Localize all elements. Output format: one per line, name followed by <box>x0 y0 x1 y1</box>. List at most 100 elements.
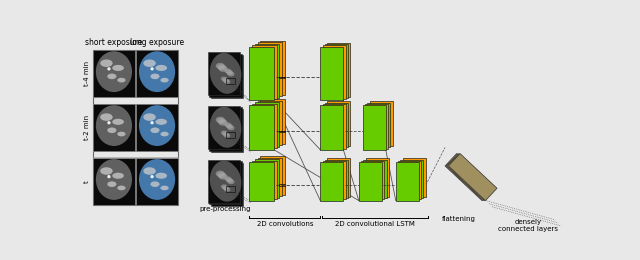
Text: short exposure: short exposure <box>85 38 143 47</box>
Ellipse shape <box>226 124 233 129</box>
Ellipse shape <box>96 159 132 200</box>
Bar <box>136 103 178 151</box>
Bar <box>257 42 282 96</box>
Ellipse shape <box>217 64 226 70</box>
Text: 2D convolutions: 2D convolutions <box>257 221 313 227</box>
Ellipse shape <box>221 76 227 81</box>
Text: densely
connected layers: densely connected layers <box>498 219 558 232</box>
Bar <box>136 104 178 151</box>
Bar <box>93 103 135 151</box>
Ellipse shape <box>216 63 225 69</box>
Bar <box>364 160 387 198</box>
Ellipse shape <box>143 113 156 121</box>
Bar <box>209 54 242 97</box>
Text: t-2 min: t-2 min <box>84 115 90 140</box>
Bar <box>250 47 274 101</box>
Bar <box>211 55 243 98</box>
Ellipse shape <box>143 167 156 175</box>
Ellipse shape <box>161 132 169 136</box>
Ellipse shape <box>211 162 240 200</box>
Bar <box>252 45 276 99</box>
Text: 2D convolutional LSTM: 2D convolutional LSTM <box>335 221 415 227</box>
Bar <box>359 162 382 201</box>
Ellipse shape <box>213 164 241 202</box>
Bar <box>367 103 390 147</box>
Bar <box>93 50 178 205</box>
Polygon shape <box>449 154 497 201</box>
Bar <box>323 161 346 199</box>
Ellipse shape <box>225 122 232 127</box>
Text: long exposure: long exposure <box>130 38 184 47</box>
Bar <box>227 78 235 84</box>
Ellipse shape <box>211 54 240 92</box>
Bar <box>260 99 285 144</box>
Bar <box>398 161 421 199</box>
Ellipse shape <box>210 53 238 91</box>
Bar <box>320 47 344 101</box>
Bar <box>227 132 235 138</box>
Ellipse shape <box>224 187 230 192</box>
Ellipse shape <box>213 110 241 148</box>
Bar <box>211 163 243 206</box>
Polygon shape <box>445 154 493 201</box>
Ellipse shape <box>219 120 228 126</box>
Ellipse shape <box>156 173 167 179</box>
Ellipse shape <box>226 70 233 75</box>
Text: flattening: flattening <box>442 216 476 222</box>
Ellipse shape <box>150 74 159 79</box>
Bar <box>257 158 282 196</box>
Bar <box>361 161 384 199</box>
Ellipse shape <box>227 179 235 184</box>
Bar <box>93 158 135 205</box>
Ellipse shape <box>100 167 113 175</box>
Ellipse shape <box>224 134 230 138</box>
Ellipse shape <box>96 105 132 146</box>
Ellipse shape <box>108 175 111 178</box>
Ellipse shape <box>143 60 156 67</box>
Bar <box>209 107 242 151</box>
Ellipse shape <box>210 161 238 199</box>
Polygon shape <box>446 154 495 201</box>
Bar <box>401 160 424 198</box>
Text: t: t <box>84 180 90 183</box>
Ellipse shape <box>226 178 233 183</box>
Ellipse shape <box>161 78 169 82</box>
Ellipse shape <box>211 108 240 146</box>
Text: t-4 min: t-4 min <box>84 61 90 86</box>
Bar <box>250 162 274 201</box>
Bar <box>136 158 178 205</box>
Bar <box>136 158 178 205</box>
Bar <box>257 101 282 145</box>
Ellipse shape <box>156 119 167 125</box>
Bar <box>396 162 419 201</box>
Bar <box>323 45 346 99</box>
Ellipse shape <box>224 80 230 84</box>
Ellipse shape <box>117 78 125 82</box>
Bar <box>403 158 426 197</box>
Bar <box>327 101 350 146</box>
Bar <box>325 160 348 198</box>
Bar <box>325 44 348 98</box>
Bar <box>252 104 276 148</box>
Ellipse shape <box>96 51 132 92</box>
Bar <box>327 43 350 97</box>
Ellipse shape <box>219 174 228 180</box>
Ellipse shape <box>225 176 232 181</box>
Bar <box>208 160 240 203</box>
Ellipse shape <box>227 126 235 130</box>
Bar <box>208 106 240 149</box>
Ellipse shape <box>216 117 225 123</box>
Bar <box>260 156 285 195</box>
Ellipse shape <box>150 127 159 133</box>
Ellipse shape <box>150 175 154 178</box>
Ellipse shape <box>217 118 226 124</box>
Bar <box>93 50 135 98</box>
Bar <box>327 158 350 197</box>
Ellipse shape <box>161 186 169 190</box>
Ellipse shape <box>213 56 241 94</box>
Bar <box>320 162 344 201</box>
Ellipse shape <box>139 51 175 92</box>
Ellipse shape <box>117 186 125 190</box>
Ellipse shape <box>210 107 238 145</box>
Bar <box>209 161 242 204</box>
